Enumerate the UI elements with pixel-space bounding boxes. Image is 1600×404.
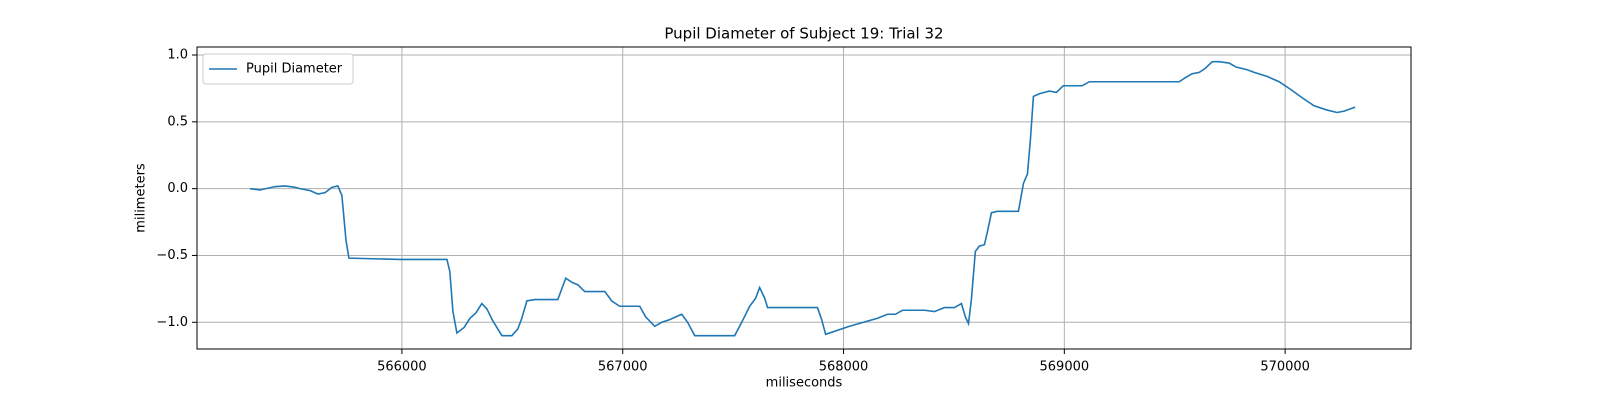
y-tick-label: 0.5 — [167, 114, 188, 129]
axes-frame — [196, 46, 1412, 350]
chart-title: Pupil Diameter of Subject 19: Trial 32 — [664, 25, 943, 43]
legend-label: Pupil Diameter — [246, 62, 343, 77]
x-tick-label: 569000 — [1040, 360, 1090, 375]
y-tick-label: 1.0 — [167, 48, 188, 63]
legend-box — [202, 53, 354, 85]
data-line — [249, 60, 1356, 337]
x-tick-label: 570000 — [1260, 360, 1310, 375]
x-tick-label: 568000 — [819, 360, 869, 375]
y-tick-label: −0.5 — [156, 248, 188, 263]
y-tick-label: −1.0 — [156, 315, 188, 330]
x-tick-label: 567000 — [598, 360, 648, 375]
y-axis-label: milimeters — [134, 163, 149, 233]
x-axis-label: miliseconds — [766, 376, 843, 391]
x-tick-label: 566000 — [377, 360, 427, 375]
y-tick-label: 0.0 — [167, 181, 188, 196]
